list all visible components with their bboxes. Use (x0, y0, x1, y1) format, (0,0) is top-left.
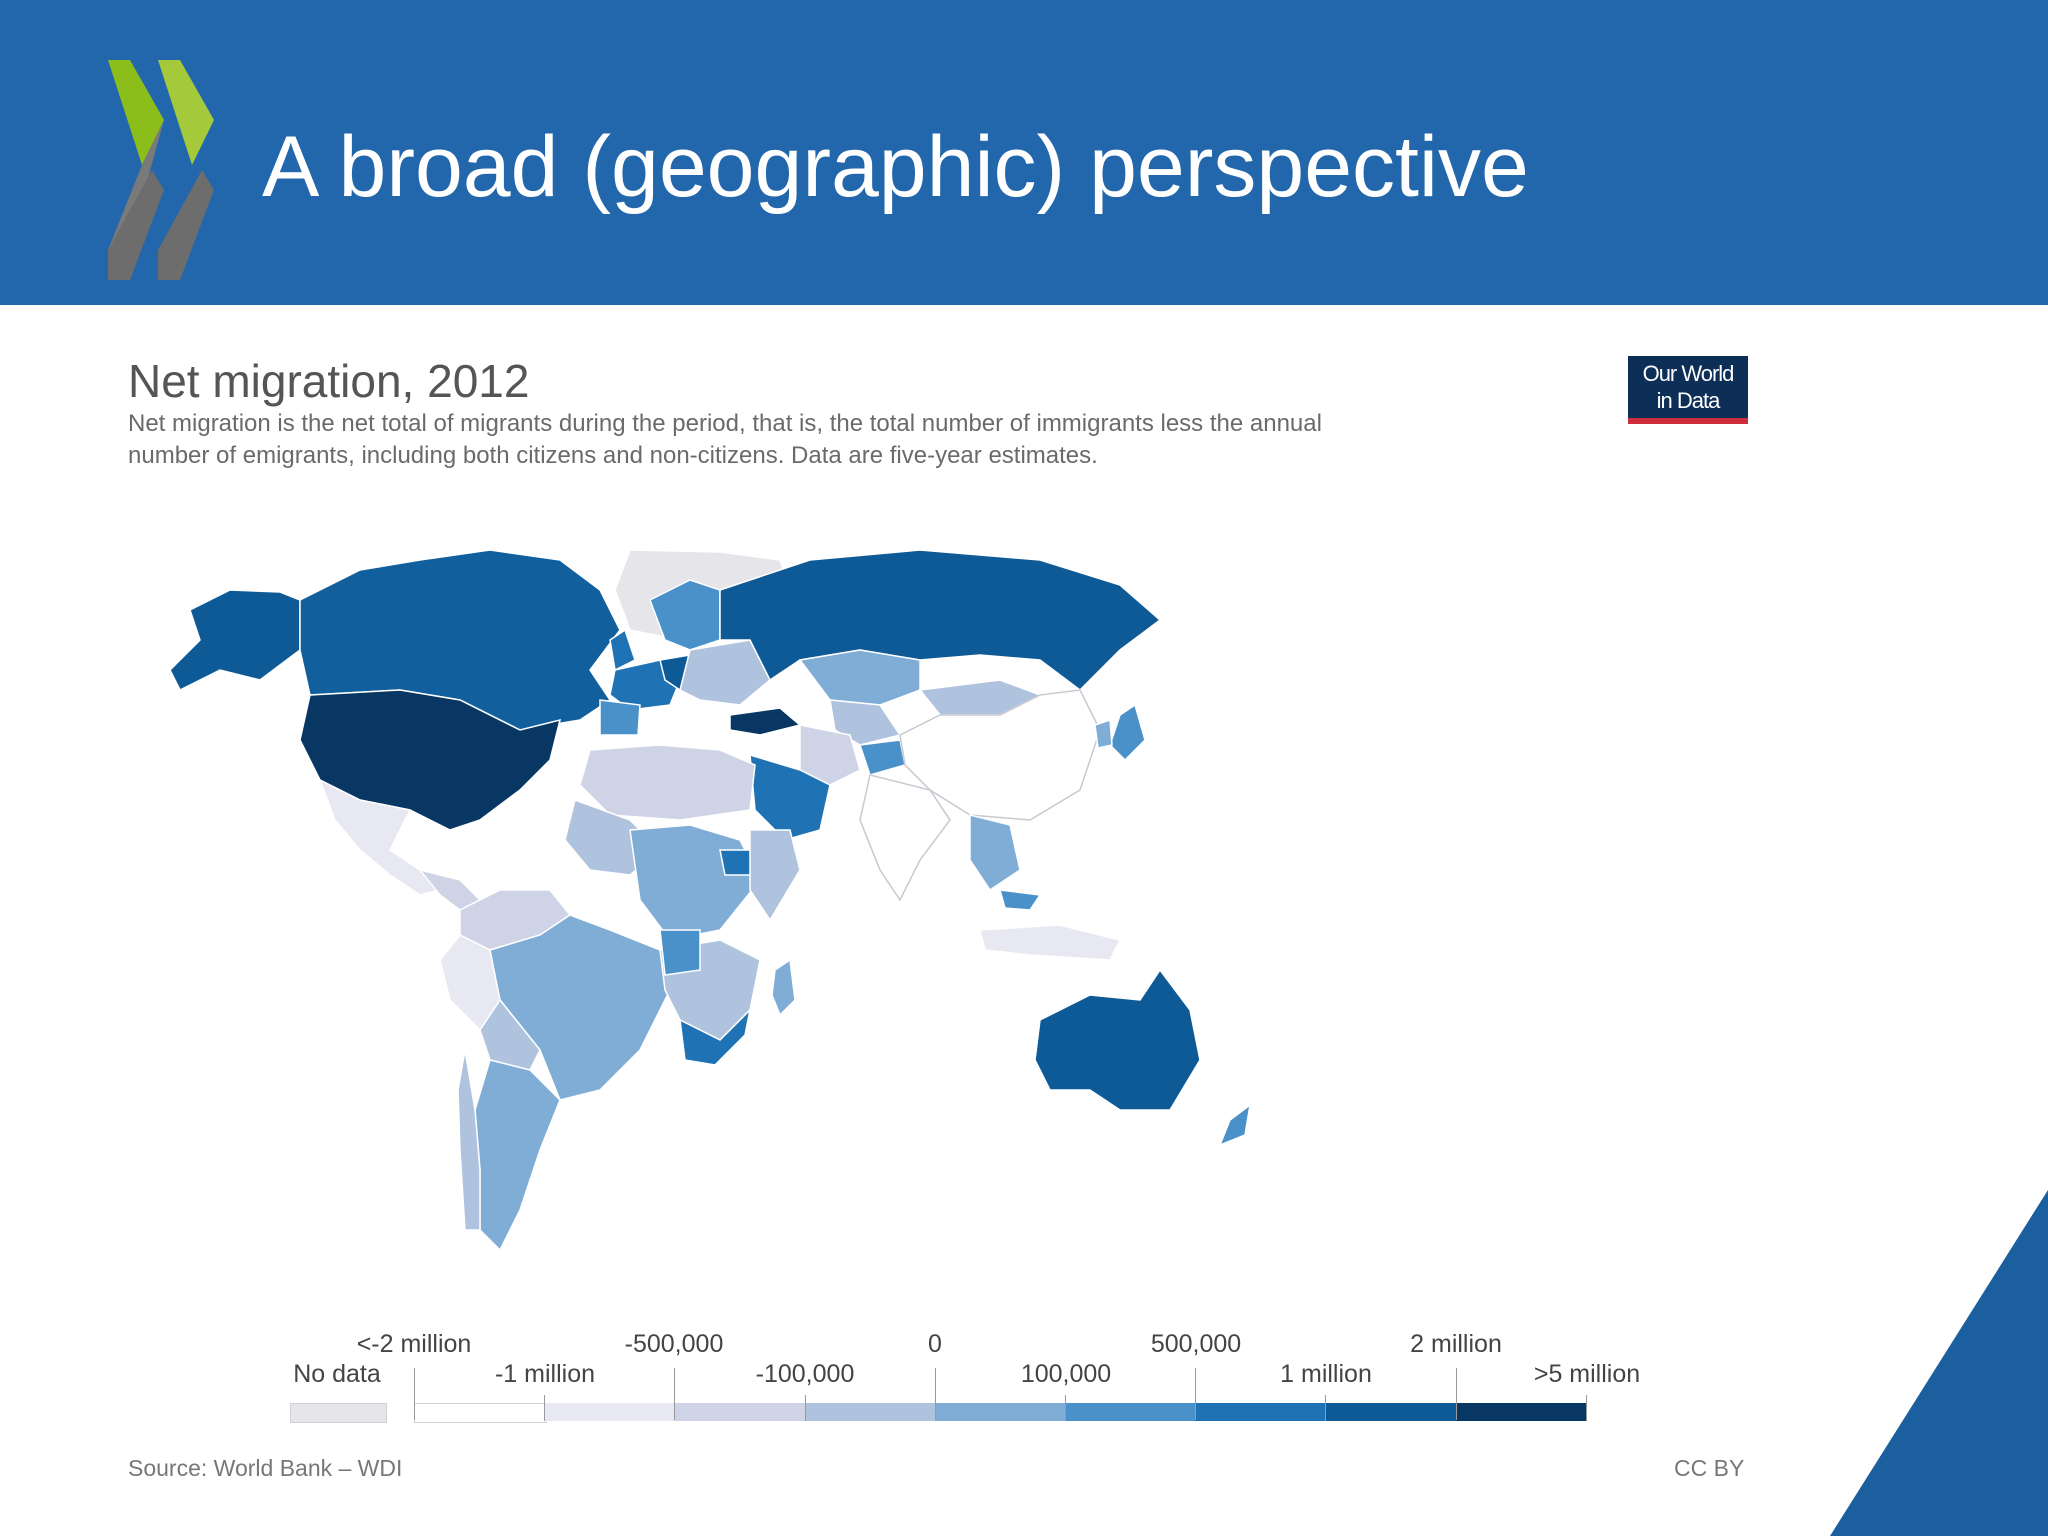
legend-label-upper: -500,000 (624, 1330, 724, 1358)
corner-decoration (1830, 1190, 2048, 1536)
region-argentina (474, 1059, 561, 1252)
legend-label-upper: 0 (928, 1330, 942, 1358)
legend-label-upper: 2 million (1410, 1330, 1502, 1358)
chevron-logo-icon (108, 60, 214, 280)
region-southeast-asia (969, 814, 1021, 892)
region-saudi-arabia (749, 753, 831, 841)
region-india (859, 774, 951, 902)
region-russia (719, 549, 1162, 691)
legend-swatch-no-data (290, 1403, 387, 1423)
world-map (169, 549, 1252, 1252)
region-indonesia (979, 924, 1122, 961)
region-chile (457, 1049, 481, 1231)
legend-tick (1455, 1368, 1457, 1420)
source-note: Source: World Bank – WDI (128, 1455, 403, 1481)
license-note[interactable]: CC BY (1674, 1455, 1745, 1481)
legend-swatch (1455, 1403, 1587, 1421)
legend-swatch (674, 1403, 806, 1421)
region-malaysia (998, 889, 1042, 911)
region-china (899, 689, 1101, 821)
legend-swatch (1325, 1403, 1457, 1421)
owid-badge-line: in Data (1656, 388, 1721, 413)
region-turkey (729, 707, 802, 736)
legend-label-upper: 500,000 (1150, 1330, 1242, 1358)
legend-tick (1065, 1395, 1066, 1421)
region-angola (659, 929, 701, 976)
legend-label-lower: 1 million (1280, 1360, 1372, 1388)
legend-tick (1325, 1395, 1327, 1421)
region-iran (799, 724, 861, 786)
legend-tick (1585, 1395, 1587, 1421)
legend-tick (674, 1368, 676, 1420)
region-north-africa (579, 744, 756, 821)
legend-tick (414, 1368, 415, 1420)
region-afghanistan (858, 739, 906, 776)
chart-subtitle: Net migration is the net total of migran… (128, 408, 1588, 472)
legend-no-data-label: No data (293, 1360, 381, 1388)
legend-swatch (1065, 1403, 1196, 1421)
region-japan (1109, 703, 1146, 762)
region-east-africa (749, 829, 801, 922)
region-uk (609, 628, 636, 672)
region-alaska (169, 589, 301, 692)
legend-swatch (804, 1403, 936, 1421)
legend-label-lower: >5 million (1533, 1360, 1641, 1388)
region-australia (1034, 968, 1201, 1111)
legend-label-lower: -100,000 (755, 1360, 855, 1388)
chart-title: Net migration, 2012 (128, 355, 530, 407)
legend-swatch (934, 1403, 1066, 1421)
slide-header: A broad (geographic) perspective (0, 0, 2048, 305)
legend-swatch (414, 1403, 547, 1423)
legend-tick (804, 1395, 806, 1421)
region-kazakhstan (798, 649, 921, 706)
legend-label-upper: <-2 million (356, 1330, 472, 1358)
region-new-zealand (1218, 1103, 1252, 1147)
owid-badge[interactable]: Our World in Data (1628, 356, 1748, 424)
legend-tick (934, 1368, 936, 1420)
region-south-africa (679, 1007, 752, 1066)
chart-subtitle-line: Net migration is the net total of migran… (128, 410, 1322, 437)
legend-label-lower: -1 million (494, 1360, 596, 1388)
region-central-africa (629, 824, 761, 941)
region-korea (1094, 718, 1113, 749)
legend-tick (1195, 1368, 1197, 1420)
region-iberia (599, 699, 641, 736)
legend-label-lower: 100,000 (1020, 1360, 1112, 1388)
legend-swatch (1195, 1403, 1327, 1421)
map-legend: <-2 million -500,000 0 500,000 2 million… (0, 1330, 2048, 1430)
region-madagascar (771, 958, 796, 1017)
slide-title: A broad (geographic) perspective (262, 119, 1529, 215)
legend-swatch (544, 1403, 676, 1421)
legend-tick (544, 1395, 546, 1421)
chart-subtitle-line: number of emigrants, including both citi… (128, 442, 1098, 469)
owid-badge-line: Our World (1642, 361, 1735, 386)
